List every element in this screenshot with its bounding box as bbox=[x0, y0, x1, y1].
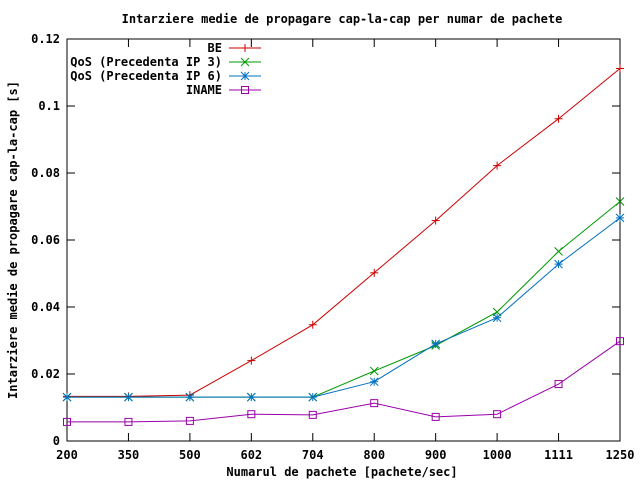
series-line bbox=[67, 68, 621, 397]
data-point bbox=[370, 268, 379, 277]
data-point bbox=[185, 392, 195, 402]
data-point bbox=[369, 377, 379, 387]
data-point bbox=[431, 412, 440, 421]
series-3 bbox=[62, 213, 625, 402]
data-point bbox=[63, 417, 71, 426]
legend-marker bbox=[240, 71, 250, 81]
x-tick-label: 1250 bbox=[606, 448, 635, 462]
data-point bbox=[246, 392, 256, 402]
y-tick-label: 0.02 bbox=[31, 367, 60, 381]
x-tick-label: 350 bbox=[118, 448, 140, 462]
chart-title: Intarziere medie de propagare cap-la-cap… bbox=[122, 12, 563, 26]
legend-label: INAME bbox=[186, 83, 222, 97]
data-point bbox=[308, 410, 317, 419]
y-axis-label: Intarziere medie de propagare cap-la-cap… bbox=[6, 81, 20, 399]
x-tick-label: 602 bbox=[240, 448, 262, 462]
x-tick-label: 800 bbox=[363, 448, 385, 462]
y-tick-label: 0.04 bbox=[31, 300, 60, 314]
data-point bbox=[615, 197, 625, 206]
series-line bbox=[67, 217, 621, 398]
series-layer bbox=[62, 64, 625, 426]
series-1 bbox=[63, 64, 624, 401]
data-point bbox=[308, 392, 318, 402]
y-tick-label: 0.12 bbox=[31, 32, 60, 46]
data-point bbox=[616, 337, 624, 346]
data-point bbox=[492, 313, 502, 323]
data-point bbox=[247, 356, 256, 365]
x-tick-label: 704 bbox=[302, 448, 324, 462]
data-point bbox=[62, 392, 72, 402]
legend-marker bbox=[240, 57, 250, 67]
data-point bbox=[431, 216, 440, 225]
legend-marker bbox=[241, 86, 249, 94]
x-tick-label: 500 bbox=[179, 448, 201, 462]
x-axis-label: Numarul de pachete [pachete/sec] bbox=[226, 465, 457, 479]
data-point bbox=[554, 114, 563, 123]
data-point bbox=[369, 366, 379, 376]
x-tick-label: 1000 bbox=[483, 448, 512, 462]
data-point bbox=[247, 410, 256, 419]
legend-label: BE bbox=[208, 41, 222, 55]
data-point bbox=[124, 417, 133, 426]
data-point bbox=[554, 247, 563, 256]
data-point bbox=[124, 392, 133, 402]
series-line bbox=[67, 340, 621, 423]
y-tick-label: 0.06 bbox=[31, 233, 60, 247]
x-tick-label: 200 bbox=[56, 448, 78, 462]
data-point bbox=[370, 399, 379, 408]
data-point bbox=[616, 64, 624, 73]
x-tick-label: 1111 bbox=[544, 448, 573, 462]
y-tick-label: 0.1 bbox=[38, 99, 60, 113]
y-tick-label: 0.08 bbox=[31, 166, 60, 180]
x-tick-label: 900 bbox=[425, 448, 447, 462]
axis-ticks: 200 350 500 602 704 800 900 1000 1111 1250 0 0.02 0.… bbox=[31, 32, 634, 462]
data-point bbox=[493, 410, 502, 419]
legend-label: QoS (Precedenta IP 6) bbox=[70, 69, 222, 83]
series-4 bbox=[63, 337, 624, 426]
y-tick-label: 0 bbox=[53, 434, 60, 448]
plot-frame bbox=[66, 38, 621, 442]
legend-label: QoS (Precedenta IP 3) bbox=[70, 55, 222, 69]
data-point bbox=[554, 380, 563, 389]
data-point bbox=[615, 213, 625, 223]
data-point bbox=[431, 339, 441, 349]
data-point bbox=[185, 416, 194, 425]
legend-marker bbox=[241, 44, 249, 52]
data-point bbox=[493, 161, 502, 170]
data-point bbox=[308, 320, 317, 329]
data-point bbox=[554, 259, 563, 269]
